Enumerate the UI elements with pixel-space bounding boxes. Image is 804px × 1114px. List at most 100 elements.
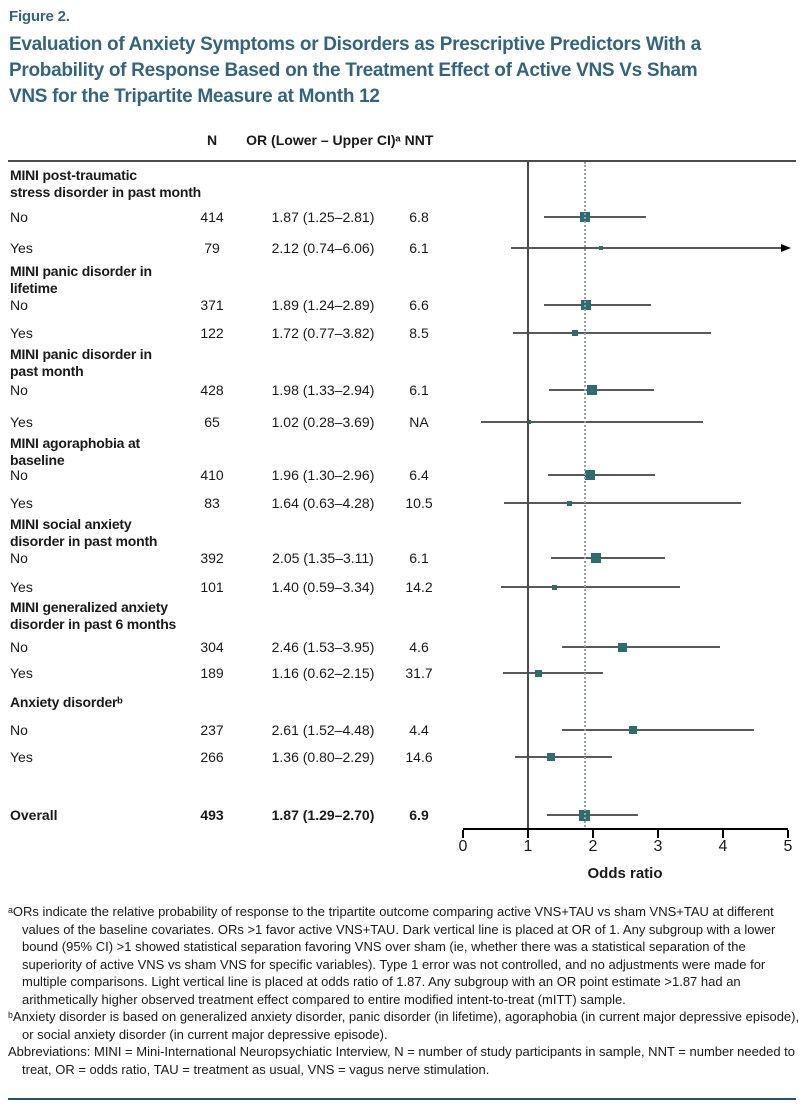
x-axis-tick-label: 0 xyxy=(458,838,468,855)
x-axis-tick xyxy=(657,830,659,838)
or-ci-value: 2.46 (1.53–3.95) xyxy=(271,639,375,655)
row-label: Yes xyxy=(10,749,33,765)
group-row-label: MINI panic disorder in past month xyxy=(10,346,152,379)
reference-line-or-1 xyxy=(527,162,529,830)
n-value: 79 xyxy=(204,240,220,256)
or-ci-value: 1.72 (0.77–3.82) xyxy=(271,325,375,341)
ci-line xyxy=(549,389,655,391)
or-marker xyxy=(571,330,578,336)
or-marker xyxy=(580,300,591,310)
or-ci-value: 1.89 (1.24–2.89) xyxy=(271,297,375,313)
column-header-nnt: NNT xyxy=(404,132,434,148)
figure-bottom-rule xyxy=(8,1098,796,1100)
ci-line xyxy=(547,474,656,476)
n-value: 189 xyxy=(200,665,224,681)
n-value: 122 xyxy=(200,325,224,341)
nnt-value: 6.4 xyxy=(409,467,429,483)
figure-label: Figure 2. xyxy=(9,8,70,25)
or-ci-value: 2.05 (1.35–3.11) xyxy=(272,550,374,566)
x-axis-tick xyxy=(787,830,789,838)
n-value: 410 xyxy=(200,467,224,483)
ci-line xyxy=(561,729,755,731)
group-row-label: MINI social anxiety disorder in past mon… xyxy=(10,516,158,549)
arrow-right-icon xyxy=(781,244,791,252)
ci-line xyxy=(501,586,681,588)
or-marker xyxy=(586,385,597,395)
or-marker xyxy=(534,669,542,677)
x-axis-tick xyxy=(462,830,464,838)
or-marker xyxy=(547,753,556,761)
or-marker xyxy=(618,642,628,652)
or-ci-value: 1.64 (0.63–4.28) xyxy=(271,495,375,511)
reference-line-or-1-87 xyxy=(583,162,586,830)
ci-line xyxy=(513,332,712,334)
ci-line xyxy=(543,304,651,306)
or-ci-value: 2.12 (0.74–6.06) xyxy=(271,240,375,256)
or-ci-value: 1.87 (1.25–2.81) xyxy=(271,209,375,225)
ci-line xyxy=(481,421,703,423)
row-label: Yes xyxy=(10,414,33,430)
ci-line xyxy=(562,646,720,648)
ci-line xyxy=(515,756,612,758)
footnotes: ᵃORs indicate the relative probability o… xyxy=(8,903,800,1078)
row-label: No xyxy=(10,297,28,313)
x-axis-title: Odds ratio xyxy=(587,865,663,882)
or-marker xyxy=(598,246,603,250)
nnt-value: 4.4 xyxy=(409,722,429,738)
nnt-value: 6.1 xyxy=(409,382,429,398)
n-value: 428 xyxy=(200,382,224,398)
group-row-label: MINI generalized anxiety disorder in pas… xyxy=(10,599,177,632)
or-marker xyxy=(628,726,637,734)
nnt-value: 6.9 xyxy=(409,807,429,823)
nnt-value: 6.1 xyxy=(409,550,429,566)
column-header-n: N xyxy=(206,132,218,148)
x-axis-tick-label: 1 xyxy=(523,838,533,855)
group-row-label: MINI panic disorder in lifetime xyxy=(10,263,152,296)
n-value: 371 xyxy=(200,297,224,313)
row-label: Overall xyxy=(10,807,58,823)
n-value: 65 xyxy=(204,414,220,430)
or-marker xyxy=(567,500,573,506)
footnote-abbreviations: Abbreviations: MINI = Mini-International… xyxy=(8,1044,796,1077)
or-ci-value: 2.61 (1.52–4.48) xyxy=(271,722,375,738)
ci-line xyxy=(503,502,742,504)
n-value: 414 xyxy=(200,209,224,225)
group-row-label: MINI agoraphobia at baseline xyxy=(10,435,140,468)
ci-line xyxy=(550,557,666,559)
row-label: No xyxy=(10,722,28,738)
or-marker xyxy=(591,553,602,563)
x-axis-tick-label: 3 xyxy=(653,838,663,855)
n-value: 392 xyxy=(200,550,224,566)
footnote-b: ᵇAnxiety disorder is based on generalize… xyxy=(8,1009,800,1042)
x-axis-tick-label: 4 xyxy=(718,838,728,855)
ci-line xyxy=(511,247,782,249)
footnote-a: ᵃORs indicate the relative probability o… xyxy=(8,904,776,1007)
or-ci-value: 1.96 (1.30–2.96) xyxy=(271,467,375,483)
nnt-value: 14.2 xyxy=(405,579,433,595)
or-ci-value: 1.40 (0.59–3.34) xyxy=(271,579,375,595)
ci-line xyxy=(546,814,639,816)
n-value: 493 xyxy=(200,807,224,823)
ci-line xyxy=(503,672,603,674)
x-axis-tick xyxy=(592,830,594,838)
nnt-value: 6.8 xyxy=(409,209,429,225)
table-top-rule xyxy=(8,160,796,162)
row-label: No xyxy=(10,382,28,398)
nnt-value: 31.7 xyxy=(405,665,433,681)
or-ci-value: 1.16 (0.62–2.15) xyxy=(271,665,375,681)
n-value: 304 xyxy=(200,639,224,655)
n-value: 101 xyxy=(200,579,224,595)
or-ci-value: 1.98 (1.33–2.94) xyxy=(271,382,375,398)
x-axis-tick-label: 5 xyxy=(783,838,793,855)
or-ci-value: 1.02 (0.28–3.69) xyxy=(271,414,375,430)
nnt-value: 10.5 xyxy=(405,495,433,511)
nnt-value: 4.6 xyxy=(409,639,429,655)
ci-line xyxy=(544,216,646,218)
row-label: No xyxy=(10,639,28,655)
x-axis-tick xyxy=(527,830,529,838)
or-marker xyxy=(527,420,532,424)
group-row-label: MINI post-traumatic stress disorder in p… xyxy=(10,167,202,200)
group-row-label: Anxiety disorderᵇ xyxy=(10,694,123,710)
x-axis-line xyxy=(463,828,788,830)
nnt-value: 6.6 xyxy=(409,297,429,313)
